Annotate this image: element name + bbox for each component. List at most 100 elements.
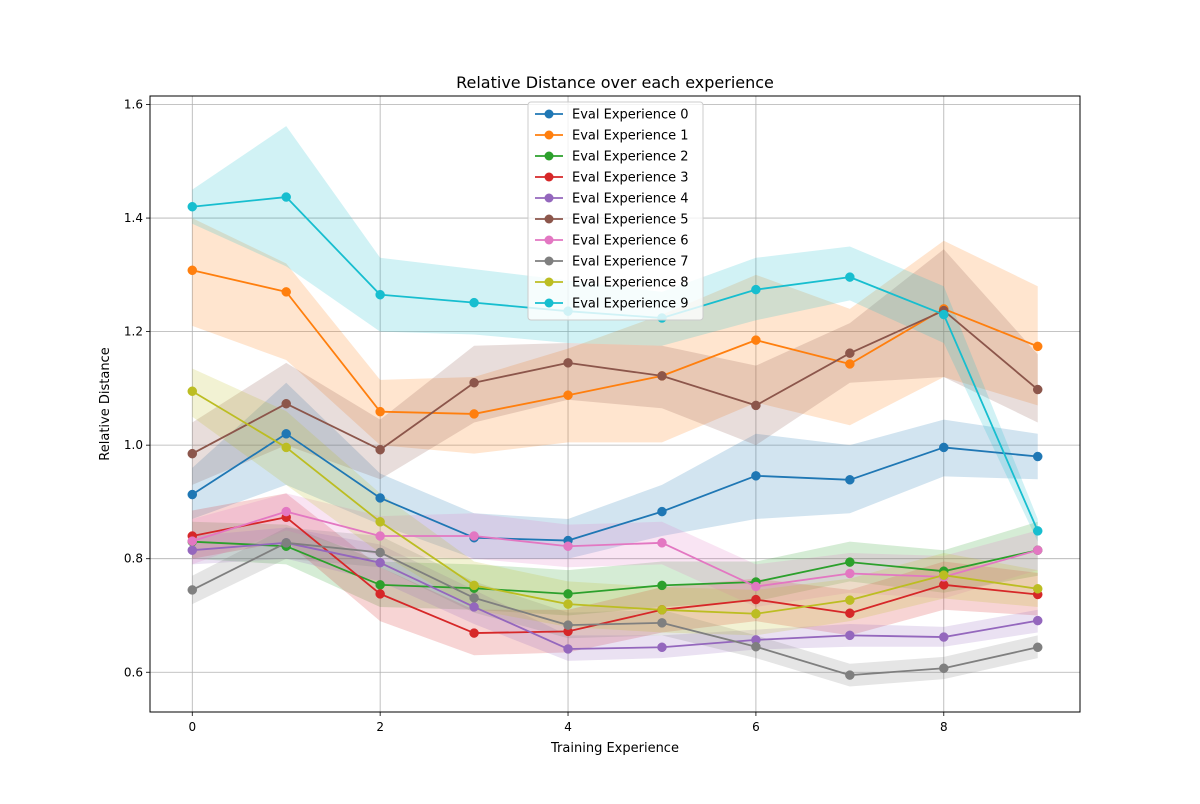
y-tick-label: 0.6 bbox=[124, 665, 143, 679]
data-point bbox=[845, 670, 855, 680]
data-point bbox=[375, 517, 385, 527]
x-axis-ticks: 0 2 4 6 8 bbox=[188, 712, 948, 734]
data-point bbox=[751, 284, 761, 295]
data-point bbox=[281, 538, 291, 548]
x-tick-label: 6 bbox=[752, 720, 760, 734]
legend-label: Eval Experience 4 bbox=[572, 192, 689, 207]
data-point bbox=[187, 545, 198, 555]
series-line bbox=[191, 390, 1038, 615]
confidence-band bbox=[192, 527, 1038, 687]
data-point bbox=[845, 557, 855, 567]
data-point bbox=[751, 335, 761, 345]
data-point bbox=[751, 609, 761, 619]
confidence-band bbox=[192, 382, 1038, 559]
data-point bbox=[187, 265, 198, 276]
y-tick-label: 1.6 bbox=[124, 98, 143, 112]
data-point bbox=[469, 593, 479, 603]
series-line bbox=[192, 541, 1038, 650]
data-point bbox=[375, 531, 385, 541]
legend-marker bbox=[544, 256, 554, 266]
data-point bbox=[187, 536, 198, 546]
data-point bbox=[563, 358, 573, 368]
data-point bbox=[845, 359, 855, 369]
data-point bbox=[939, 570, 949, 580]
data-point bbox=[563, 541, 573, 551]
data-point bbox=[375, 557, 385, 568]
series-line bbox=[191, 309, 1039, 455]
data-point bbox=[1032, 584, 1043, 594]
data-point bbox=[939, 442, 949, 453]
data-point bbox=[939, 663, 949, 674]
legend-label: Eval Experience 8 bbox=[572, 276, 689, 291]
data-point bbox=[281, 398, 291, 409]
data-point bbox=[939, 580, 949, 590]
data-point bbox=[845, 595, 855, 605]
data-point bbox=[563, 599, 573, 609]
data-point bbox=[281, 429, 291, 439]
chart-title: Relative Distance over each experience bbox=[456, 73, 774, 92]
data-point bbox=[657, 506, 667, 517]
data-point bbox=[563, 589, 573, 599]
data-point bbox=[845, 475, 855, 485]
data-point bbox=[469, 297, 479, 308]
y-axis-label: Relative Distance bbox=[98, 347, 113, 460]
confidence-bands bbox=[192, 126, 1038, 687]
data-point bbox=[281, 192, 291, 202]
data-point bbox=[469, 377, 479, 388]
data-point bbox=[1032, 642, 1043, 653]
data-point bbox=[563, 644, 573, 654]
legend-label: Eval Experience 3 bbox=[572, 171, 689, 186]
legend-marker bbox=[544, 109, 554, 119]
data-point bbox=[281, 506, 291, 517]
legend: Eval Experience 0 Eval Experience 1 Eval E… bbox=[527, 101, 704, 321]
data-point bbox=[375, 289, 385, 300]
data-point bbox=[1032, 545, 1043, 555]
legend-label: Eval Experience 2 bbox=[572, 150, 689, 165]
data-point bbox=[1032, 451, 1043, 462]
data-point bbox=[1032, 384, 1043, 395]
data-point bbox=[375, 444, 385, 455]
series-line bbox=[192, 269, 1039, 415]
legend-marker bbox=[544, 214, 554, 224]
series-line bbox=[191, 541, 1038, 676]
confidence-band bbox=[192, 218, 1038, 454]
data-point bbox=[187, 585, 198, 595]
data-point bbox=[375, 589, 385, 599]
data-point bbox=[469, 409, 479, 419]
series-line bbox=[191, 432, 1038, 542]
confidence-band bbox=[192, 493, 1038, 656]
y-tick-label: 1.4 bbox=[124, 211, 143, 225]
legend-label: Eval Experience 9 bbox=[572, 297, 689, 312]
data-point bbox=[657, 538, 667, 548]
legend-marker bbox=[544, 193, 554, 203]
confidence-band bbox=[192, 368, 1038, 636]
data-point bbox=[657, 642, 667, 653]
series-line bbox=[192, 510, 1038, 588]
data-point bbox=[469, 628, 479, 638]
x-tick-label: 4 bbox=[564, 720, 572, 734]
data-point bbox=[939, 309, 949, 320]
series-lines bbox=[191, 196, 1039, 676]
y-tick-label: 0.8 bbox=[124, 552, 143, 566]
data-point bbox=[563, 390, 573, 400]
data-point bbox=[1032, 526, 1043, 536]
series-line bbox=[192, 540, 1038, 595]
y-axis-ticks: 0.6 0.8 1.0 1.2 1.4 1.6 bbox=[124, 98, 150, 679]
x-tick-label: 0 bbox=[188, 720, 196, 734]
legend-marker bbox=[544, 277, 554, 287]
legend-marker bbox=[544, 151, 554, 161]
data-point bbox=[469, 602, 479, 612]
data-point bbox=[845, 272, 855, 282]
y-tick-label: 1.0 bbox=[124, 438, 143, 452]
data-point bbox=[751, 581, 761, 592]
data-point bbox=[845, 608, 855, 618]
x-axis-label: Training Experience bbox=[550, 741, 679, 756]
legend-marker bbox=[544, 172, 554, 182]
legend-label: Eval Experience 6 bbox=[572, 234, 689, 249]
confidence-band bbox=[192, 493, 1038, 607]
data-point bbox=[751, 471, 761, 481]
x-tick-label: 2 bbox=[376, 720, 384, 734]
series-line bbox=[192, 516, 1038, 634]
